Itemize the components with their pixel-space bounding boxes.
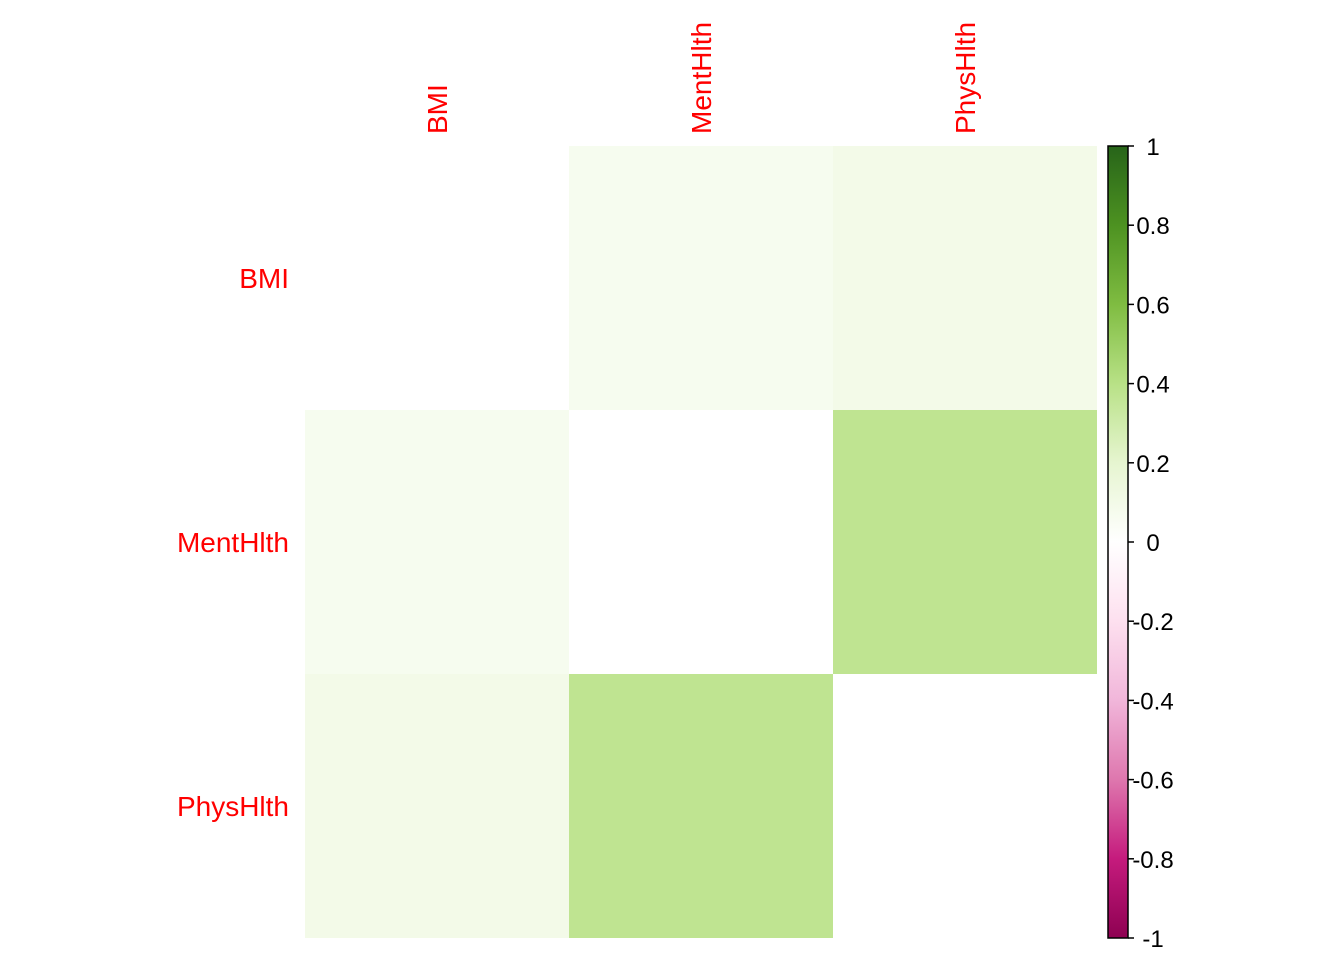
row-label: MentHlth	[177, 527, 289, 558]
colorbar-tick-label: 0	[1146, 530, 1159, 557]
row-label: PhysHlth	[177, 791, 289, 822]
heatmap-cell	[569, 674, 833, 938]
column-label: MentHlth	[686, 22, 717, 134]
column-labels: BMI MentHlth PhysHlth	[422, 22, 981, 134]
heatmap-cell	[833, 674, 1097, 938]
column-label: BMI	[422, 84, 453, 134]
colorbar-tick-label: 0.4	[1136, 372, 1169, 399]
colorbar-tick-label: -0.8	[1132, 847, 1173, 874]
colorbar-tick-label: -0.2	[1132, 609, 1173, 636]
heatmap-cell	[305, 146, 569, 410]
heatmap-cell	[305, 410, 569, 674]
colorbar-tick-label: -1	[1142, 926, 1163, 953]
colorbar-tick-label: 0.6	[1136, 292, 1169, 319]
column-label: PhysHlth	[950, 22, 981, 134]
heatmap-cell	[833, 410, 1097, 674]
colorbar-ticks: 1 0.8 0.6 0.4 0.2 0 -0.2 -0.4 -0.6 -0.8 -1	[1128, 134, 1174, 953]
colorbar-tick-label: 0.8	[1136, 213, 1169, 240]
colorbar-tick-label: -0.6	[1132, 768, 1173, 795]
colorbar-tick-label: 1	[1146, 134, 1159, 161]
heatmap-cell	[569, 146, 833, 410]
row-label: BMI	[239, 263, 289, 294]
colorbar-tick-label: -0.4	[1132, 688, 1173, 715]
heatmap-cell	[569, 410, 833, 674]
row-labels: BMI MentHlth PhysHlth	[177, 263, 289, 822]
colorbar	[1107, 145, 1129, 939]
heatmap-cell	[305, 674, 569, 938]
colorbar-gradient	[1108, 146, 1128, 938]
heatmap-cell	[833, 146, 1097, 410]
colorbar-tick-label: 0.2	[1136, 451, 1169, 478]
heatmap-cells	[305, 146, 1097, 938]
